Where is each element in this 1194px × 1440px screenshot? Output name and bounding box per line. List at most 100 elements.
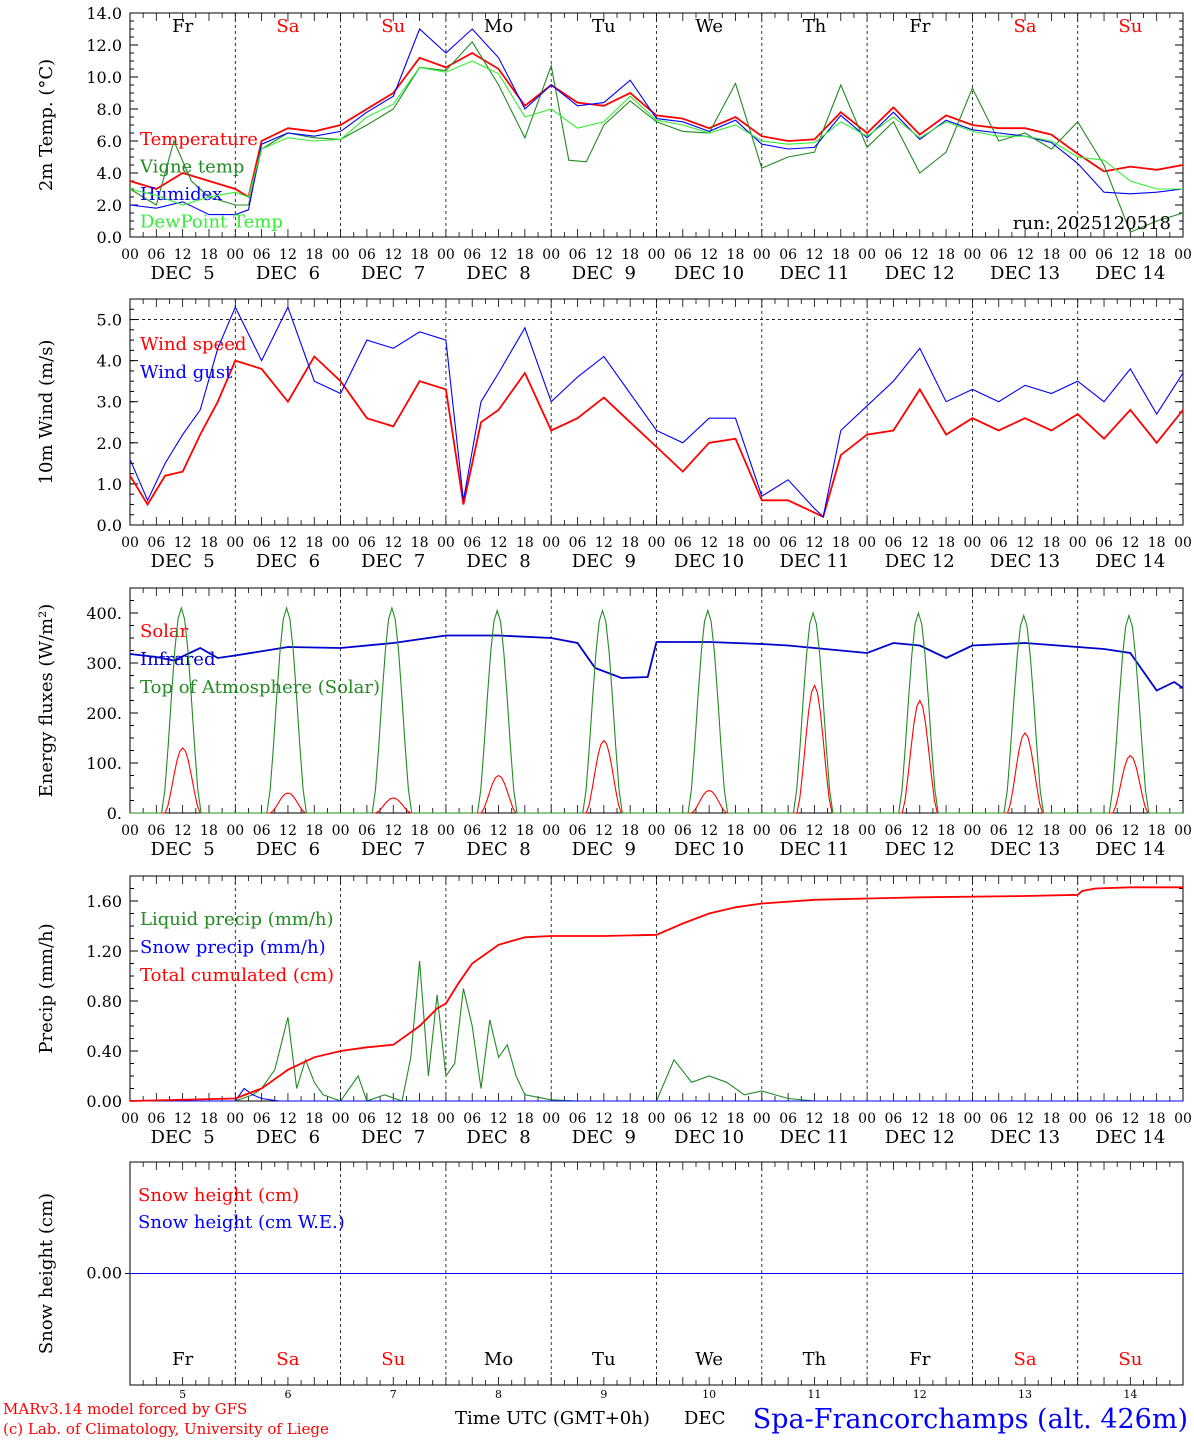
y-tick-label: 2.0 [97,196,122,215]
hour-label: 00 [226,535,244,551]
hour-label: 06 [358,1111,376,1127]
day-number-label: 13 [1018,1388,1032,1401]
day-number-label: 12 [913,1388,927,1401]
hour-label: 12 [1121,1111,1139,1127]
weekday-label: Sa [1014,16,1037,37]
hour-label: 12 [911,535,929,551]
panel-energy: 0. 100. 200. 300. 400. Energy fluxes (W/m²) So… [36,587,1192,860]
legend-snow-height-cm-: Snow height (cm) [138,1185,299,1206]
date-label: DEC 12 [885,551,955,572]
hour-label: 00 [858,535,876,551]
y-tick-label: 12.0 [86,36,122,55]
hour-label: 06 [779,823,797,839]
series-line-wind-speed [129,355,1184,519]
hour-label: 00 [332,247,350,263]
hour-label: 00 [963,823,981,839]
hour-label: 18 [411,535,429,551]
hour-label: 12 [174,823,192,839]
chart-panels: 0.0 2.0 4.0 6.0 8.0 10.0 12.0 14.0 2m Temp. (°C)… [36,4,1192,1401]
y-tick-label: 2.0 [97,434,122,453]
date-label: DEC 11 [779,263,849,284]
legend-snow-height-cm-w-e-: Snow height (cm W.E.) [138,1212,345,1233]
credit-line-1: MARv3.14 model forced by GFS [3,1400,247,1418]
weekday-label: Tu [592,1349,616,1370]
hour-label: 12 [700,1111,718,1127]
hour-label: 06 [358,535,376,551]
hour-label: 00 [648,535,666,551]
hour-label: 18 [727,823,745,839]
hour-label: 06 [674,823,692,839]
day-number-label: 10 [702,1388,716,1401]
weekday-label: Th [803,1349,827,1370]
y-tick-label: 300. [86,654,122,673]
weekday-label: Fr [909,1349,930,1370]
y-tick-label: 0.40 [86,1042,122,1061]
panel-frame [129,12,1184,238]
panel-precip: 0.00 0.40 0.80 1.20 1.60 Precip (mm/h) Liquid … [36,875,1192,1148]
hour-label: 12 [806,1111,824,1127]
hour-label: 06 [147,535,165,551]
date-label: DEC 12 [885,839,955,860]
hour-label: 06 [990,1111,1008,1127]
y-axis-label: 2m Temp. (°C) [36,59,57,191]
hour-label: 12 [700,823,718,839]
date-label: DEC 14 [1095,551,1165,572]
date-label: DEC 11 [779,1127,849,1148]
weekday-label: Su [381,1349,405,1370]
date-label: DEC 11 [779,551,849,572]
date-label: DEC 6 [256,551,320,572]
y-tick-label: 10.0 [86,68,122,87]
hour-label: 18 [1148,247,1166,263]
hour-label: 00 [753,535,771,551]
y-tick-label: 0.0 [97,228,122,247]
date-label: DEC 8 [466,839,530,860]
hour-label: 00 [542,535,560,551]
hour-label: 12 [384,1111,402,1127]
y-tick-label: 1.0 [97,475,122,494]
day-number-label: 8 [495,1388,502,1401]
hour-label: 12 [490,247,508,263]
weekday-label: We [695,16,723,37]
hour-label: 00 [963,535,981,551]
date-label: DEC 13 [990,839,1060,860]
date-label: DEC 13 [990,263,1060,284]
date-label: DEC 7 [361,839,425,860]
y-tick-label: 14.0 [86,4,122,23]
hour-label: 12 [911,823,929,839]
hour-label: 06 [569,247,587,263]
hour-label: 18 [305,823,323,839]
hour-label: 18 [1148,1111,1166,1127]
y-tick-label: 0.00 [86,1092,122,1111]
hour-label: 00 [1069,823,1087,839]
hour-label: 06 [779,535,797,551]
hour-label: 18 [411,823,429,839]
hour-label: 18 [1042,1111,1060,1127]
hour-label: 18 [621,1111,639,1127]
date-label: DEC 6 [256,1127,320,1148]
hour-label: 12 [700,247,718,263]
series-line-dewpoint-temp [129,60,1183,206]
date-label: DEC 8 [466,551,530,572]
date-label: DEC 14 [1095,839,1165,860]
y-tick-label: 4.0 [97,164,122,183]
date-label: DEC 8 [466,1127,530,1148]
hour-label: 12 [911,1111,929,1127]
hour-label: 12 [1121,535,1139,551]
legend-wind-gust: Wind gust [140,362,233,383]
weekday-label: Fr [172,16,193,37]
hour-label: 06 [463,1111,481,1127]
hour-label: 00 [1069,1111,1087,1127]
hour-label: 18 [727,535,745,551]
hour-label: 12 [279,535,297,551]
hour-label: 06 [779,247,797,263]
hour-label: 18 [200,535,218,551]
legend-dewpoint-temp: DewPoint Temp [140,212,283,233]
date-label: DEC 5 [151,551,215,572]
legend-vigne-temp: Vigne temp [139,157,244,178]
hour-label: 18 [305,535,323,551]
hour-label: 00 [1174,247,1192,263]
date-label: DEC 6 [256,263,320,284]
run-annotation: run: 2025120518 [1013,213,1171,234]
hour-label: 18 [200,1111,218,1127]
hour-label: 12 [1016,823,1034,839]
